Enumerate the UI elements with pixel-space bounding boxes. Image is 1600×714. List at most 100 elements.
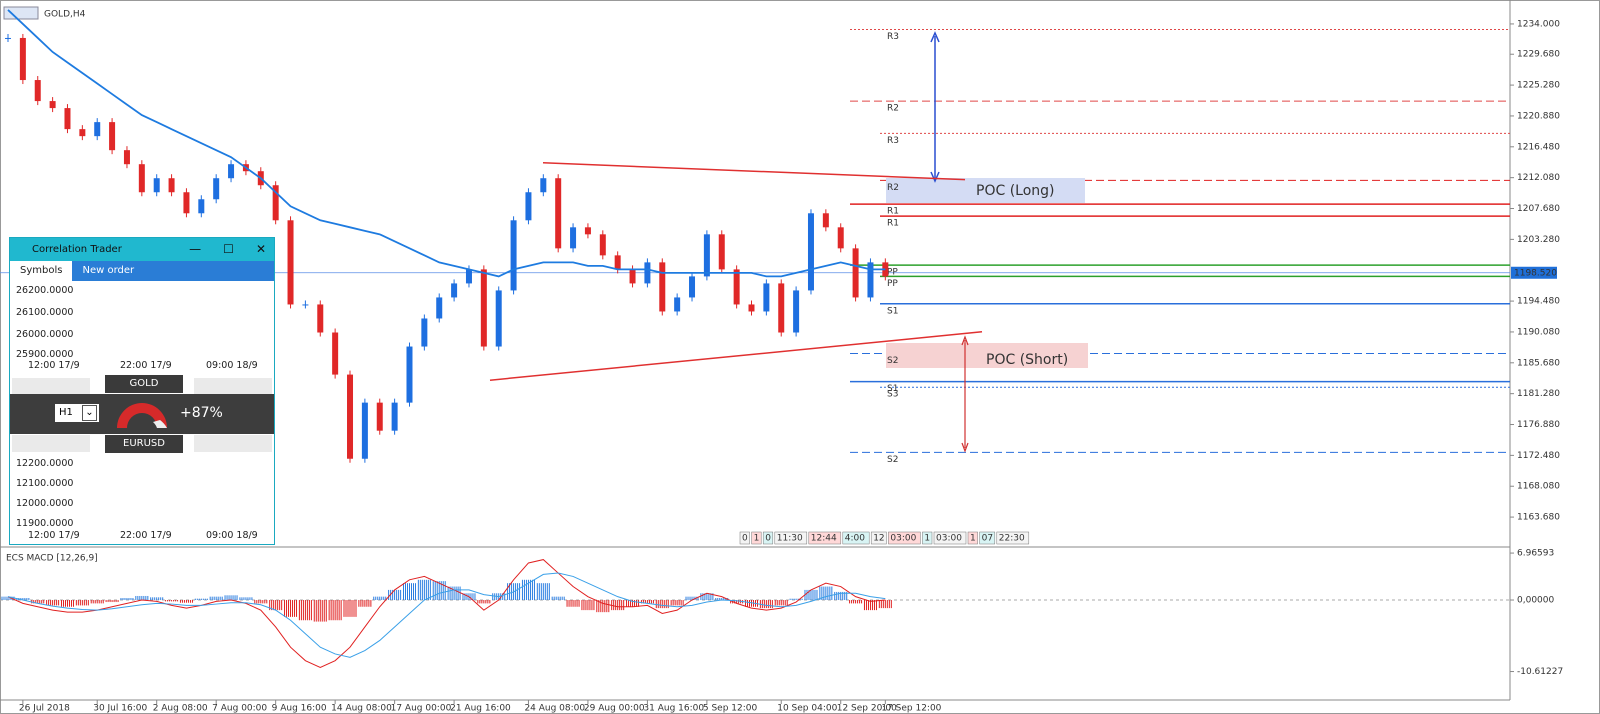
gauge-band: H1 ⌄ +87% bbox=[10, 394, 274, 434]
ct-titlebar: Correlation Trader — ☐ ✕ bbox=[10, 238, 274, 261]
tick: 12200.0000 bbox=[16, 458, 74, 469]
pivot-label: S3 bbox=[887, 390, 898, 400]
tick: 25900.0000 bbox=[16, 349, 74, 360]
x-tick-label: 9 Aug 16:00 bbox=[272, 704, 327, 714]
tick: 26000.0000 bbox=[16, 329, 74, 340]
time-strip-label: 12:44 bbox=[811, 534, 837, 544]
y-tick-label: 1234.000 bbox=[1517, 19, 1560, 29]
time-strip-label: 4:00 bbox=[845, 534, 865, 544]
tab[interactable]: Symbols bbox=[10, 261, 73, 281]
tab[interactable]: New order bbox=[82, 265, 135, 276]
candle bbox=[391, 402, 398, 431]
x-tick-label: 12 Sep 20:00 bbox=[837, 704, 897, 714]
x-tick-label: 7 Aug 00:00 bbox=[212, 704, 267, 714]
timeframe-select[interactable]: H1 ⌄ bbox=[55, 404, 99, 422]
side-button[interactable] bbox=[194, 435, 272, 452]
side-button[interactable] bbox=[12, 378, 90, 395]
y-tick-label: 1194.480 bbox=[1517, 297, 1560, 307]
candle bbox=[540, 178, 547, 193]
time-strip-cell bbox=[933, 531, 967, 545]
time-strip-cell bbox=[967, 531, 978, 545]
gauge bbox=[117, 403, 167, 428]
x-tick-label: 29 Aug 00:00 bbox=[584, 704, 645, 714]
time-strip-cell bbox=[870, 531, 887, 545]
x-tick-label: 17 Sep 12:00 bbox=[881, 704, 941, 714]
symbol-button[interactable]: GOLD bbox=[105, 375, 183, 393]
y-tick-label: -10.61227 bbox=[1517, 667, 1563, 677]
mini-chart-1: 26200.0000 26100.0000 26000.0000 25900.0… bbox=[10, 283, 274, 371]
dropdown[interactable]: ⌄ bbox=[82, 405, 97, 421]
symbol-button[interactable]: EURUSD bbox=[105, 435, 183, 453]
y-tick-label: 1190.080 bbox=[1517, 327, 1560, 337]
close[interactable]: ✕ bbox=[255, 242, 266, 256]
y-tick-label: 6.96593 bbox=[1517, 549, 1554, 559]
candle bbox=[168, 178, 175, 193]
candle bbox=[837, 227, 844, 249]
arrow-short-heads bbox=[961, 335, 969, 453]
side-button[interactable] bbox=[194, 378, 272, 395]
pivot-label: R1 bbox=[887, 207, 899, 217]
candle bbox=[599, 234, 606, 256]
poc-long-box bbox=[886, 178, 1085, 203]
tick: 11900.0000 bbox=[16, 518, 74, 529]
candle bbox=[867, 262, 874, 298]
candle bbox=[79, 129, 86, 137]
candle bbox=[287, 220, 294, 305]
time-strip-label: 12 bbox=[873, 534, 884, 544]
time-strip-cell bbox=[996, 531, 1030, 545]
trendline bbox=[542, 162, 966, 181]
candle bbox=[852, 248, 859, 298]
x-tick-label: 5 Sep 12:00 bbox=[703, 704, 758, 714]
candle bbox=[778, 283, 785, 333]
timeframe: H1 bbox=[59, 407, 73, 418]
pivot-label: PP bbox=[887, 279, 898, 289]
minimize[interactable]: — bbox=[189, 242, 202, 256]
current-price-label: 1198.520 bbox=[1514, 268, 1557, 278]
time: 12:00 17/9 bbox=[28, 360, 80, 371]
candle bbox=[64, 108, 71, 130]
candle bbox=[689, 276, 696, 298]
candle bbox=[123, 150, 130, 165]
y-tick-label: 1203.280 bbox=[1517, 235, 1560, 245]
correlation-value: +87% bbox=[180, 405, 223, 421]
candle bbox=[555, 178, 562, 249]
candle bbox=[198, 199, 205, 214]
side-button[interactable] bbox=[12, 435, 90, 452]
y-tick-label: 1216.480 bbox=[1517, 142, 1560, 152]
candle bbox=[480, 269, 487, 347]
pivot-label: S1 bbox=[887, 384, 898, 394]
candle bbox=[703, 234, 710, 277]
symbol-label: GOLD,H4 bbox=[44, 10, 86, 20]
candle bbox=[34, 80, 41, 102]
candle bbox=[213, 178, 220, 200]
time-strip-label: 03:00 bbox=[890, 534, 916, 544]
time-strip-cell bbox=[922, 531, 933, 545]
pivot-label: R3 bbox=[887, 32, 899, 42]
tick: 12000.0000 bbox=[16, 498, 74, 509]
time: 09:00 18/9 bbox=[206, 360, 258, 371]
time-strip-label: 11:30 bbox=[777, 534, 803, 544]
tick: 12100.0000 bbox=[16, 478, 74, 489]
candle bbox=[376, 402, 383, 431]
candle bbox=[5, 37, 11, 39]
candle bbox=[361, 402, 368, 459]
candle bbox=[495, 290, 502, 347]
candle bbox=[406, 346, 413, 403]
x-tick-label: 30 Jul 16:00 bbox=[93, 704, 147, 714]
toolbar-icons[interactable] bbox=[3, 6, 39, 20]
maximize[interactable]: ☐ bbox=[223, 242, 234, 256]
candle bbox=[748, 304, 755, 312]
pivot-label: S2 bbox=[887, 356, 898, 366]
x-tick-label: 17 Aug 00:00 bbox=[391, 704, 452, 714]
candle bbox=[19, 37, 26, 81]
pivot-label: R1 bbox=[887, 219, 899, 229]
time-strip-cell bbox=[979, 531, 996, 545]
candle bbox=[332, 332, 339, 375]
tick: 26200.0000 bbox=[16, 285, 74, 296]
pivot-label: PP bbox=[887, 268, 898, 278]
y-tick-label: 1220.880 bbox=[1517, 111, 1560, 121]
pivot-label: R2 bbox=[887, 104, 899, 114]
poc-short-label: POC (Short) bbox=[986, 352, 1068, 368]
time-strip-label: 1 bbox=[970, 534, 976, 544]
